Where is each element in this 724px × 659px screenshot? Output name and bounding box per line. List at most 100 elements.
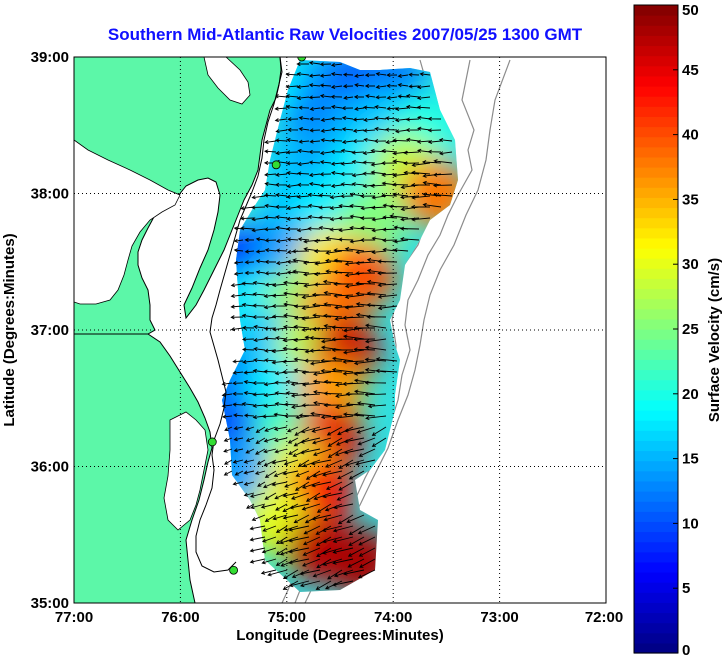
velocity-arrow (355, 250, 376, 255)
velocity-arrow (319, 160, 332, 165)
velocity-arrow (263, 382, 277, 387)
colorbar-label: Surface Velocity (cm/s) (706, 258, 723, 422)
velocity-arrow (438, 137, 453, 143)
velocity-arrow (342, 381, 365, 386)
velocity-arrow (323, 379, 343, 384)
velocity-arrow (252, 303, 266, 308)
velocity-arrow (439, 151, 453, 156)
colorbar-cell (634, 572, 678, 583)
velocity-arrow (364, 323, 387, 329)
velocity-arrow (302, 536, 321, 546)
velocity-arrow (371, 205, 387, 210)
velocity-arrow (333, 281, 354, 287)
velocity-arrow (375, 84, 387, 89)
velocity-arrows (221, 60, 453, 590)
velocity-arrow (345, 402, 365, 407)
velocity-arrow (230, 327, 244, 332)
velocity-arrow (241, 337, 255, 342)
velocity-arrow (293, 347, 310, 352)
velocity-arrow (347, 547, 365, 557)
velocity-arrow (326, 426, 343, 436)
velocity-arrow (330, 62, 343, 68)
velocity-arrow (293, 304, 310, 309)
velocity-arrow (286, 237, 299, 242)
velocity-arrow (338, 481, 354, 491)
velocity-arrow (274, 182, 288, 187)
velocity-arrow (365, 415, 387, 421)
velocity-arrow (287, 127, 299, 132)
colorbar-cell (634, 511, 678, 522)
velocity-arrow (273, 426, 288, 431)
velocity-arrow (279, 536, 299, 545)
velocity-arrow (264, 358, 277, 363)
velocity-arrow (274, 204, 288, 209)
velocity-arrow (282, 514, 299, 520)
velocity-arrow (353, 325, 376, 331)
velocity-arrow (371, 437, 387, 447)
velocity-arrow (311, 426, 332, 433)
velocity-arrow (323, 302, 343, 307)
velocity-arrow (343, 95, 354, 100)
velocity-arrow (243, 391, 255, 396)
velocity-arrow (271, 293, 288, 298)
velocity-arrow (322, 536, 343, 544)
velocity-arrow (340, 194, 354, 199)
velocity-arrow (355, 271, 376, 276)
velocity-arrow (263, 459, 277, 467)
velocity-arrow (298, 116, 310, 121)
velocity-arrow (255, 270, 266, 275)
velocity-arrow (320, 358, 343, 363)
velocity-arrow (400, 195, 420, 200)
velocity-arrow (341, 139, 354, 145)
velocity-arrow (234, 470, 244, 476)
velocity-arrow (309, 139, 321, 144)
colorbar-tick-label: 35 (682, 191, 699, 208)
velocity-arrow (308, 95, 321, 100)
velocity-arrow (342, 84, 354, 89)
colorbar-cell (634, 359, 678, 371)
velocity-arrow (301, 403, 321, 408)
chart-title: Southern Mid-Atlantic Raw Velocities 200… (108, 25, 583, 44)
velocity-arrow (355, 302, 376, 307)
velocity-arrow (359, 558, 376, 568)
colorbar-tick-label: 40 (682, 127, 699, 144)
velocity-arrow (262, 481, 277, 489)
x-tick-label-74: 74:00 (374, 609, 412, 626)
colorbar-cell (634, 258, 678, 269)
velocity-arrow (346, 514, 365, 523)
velocity-arrow (363, 137, 376, 142)
velocity-arrow (251, 217, 266, 222)
velocity-arrow (241, 281, 255, 286)
velocity-arrow (263, 369, 277, 374)
velocity-arrow (271, 283, 288, 288)
velocity-arrow (307, 214, 321, 219)
colorbar-cell (634, 278, 678, 290)
colorbar-cell (634, 389, 678, 401)
velocity-arrow (261, 536, 277, 543)
velocity-arrow (271, 314, 288, 319)
velocity-arrow (290, 492, 310, 500)
velocity-arrow (333, 293, 354, 298)
velocity-arrow (313, 400, 332, 406)
colorbar-cell (634, 410, 678, 421)
colorbar: 0 5 10 15 20 25 30 35 40 45 50 Surface Velocity (c… (633, 2, 723, 659)
velocity-arrow (244, 260, 255, 265)
colorbar-cell (634, 379, 678, 391)
velocity-arrow (330, 84, 343, 89)
velocity-arrow (422, 180, 442, 186)
velocity-arrow (232, 402, 244, 407)
velocity-arrow (375, 368, 398, 373)
velocity-arrow (264, 215, 277, 220)
velocity-arrow (337, 514, 354, 525)
velocity-arrow (241, 401, 255, 407)
velocity-arrow (264, 492, 277, 500)
velocity-arrow (313, 249, 332, 254)
velocity-arrow (301, 294, 321, 300)
velocity-arrow (253, 337, 266, 343)
colorbar-tick-label: 45 (682, 62, 699, 79)
velocity-arrow (286, 270, 299, 275)
velocity-arrow (364, 392, 387, 397)
velocity-arrow (320, 138, 332, 143)
velocity-arrow (370, 183, 387, 188)
